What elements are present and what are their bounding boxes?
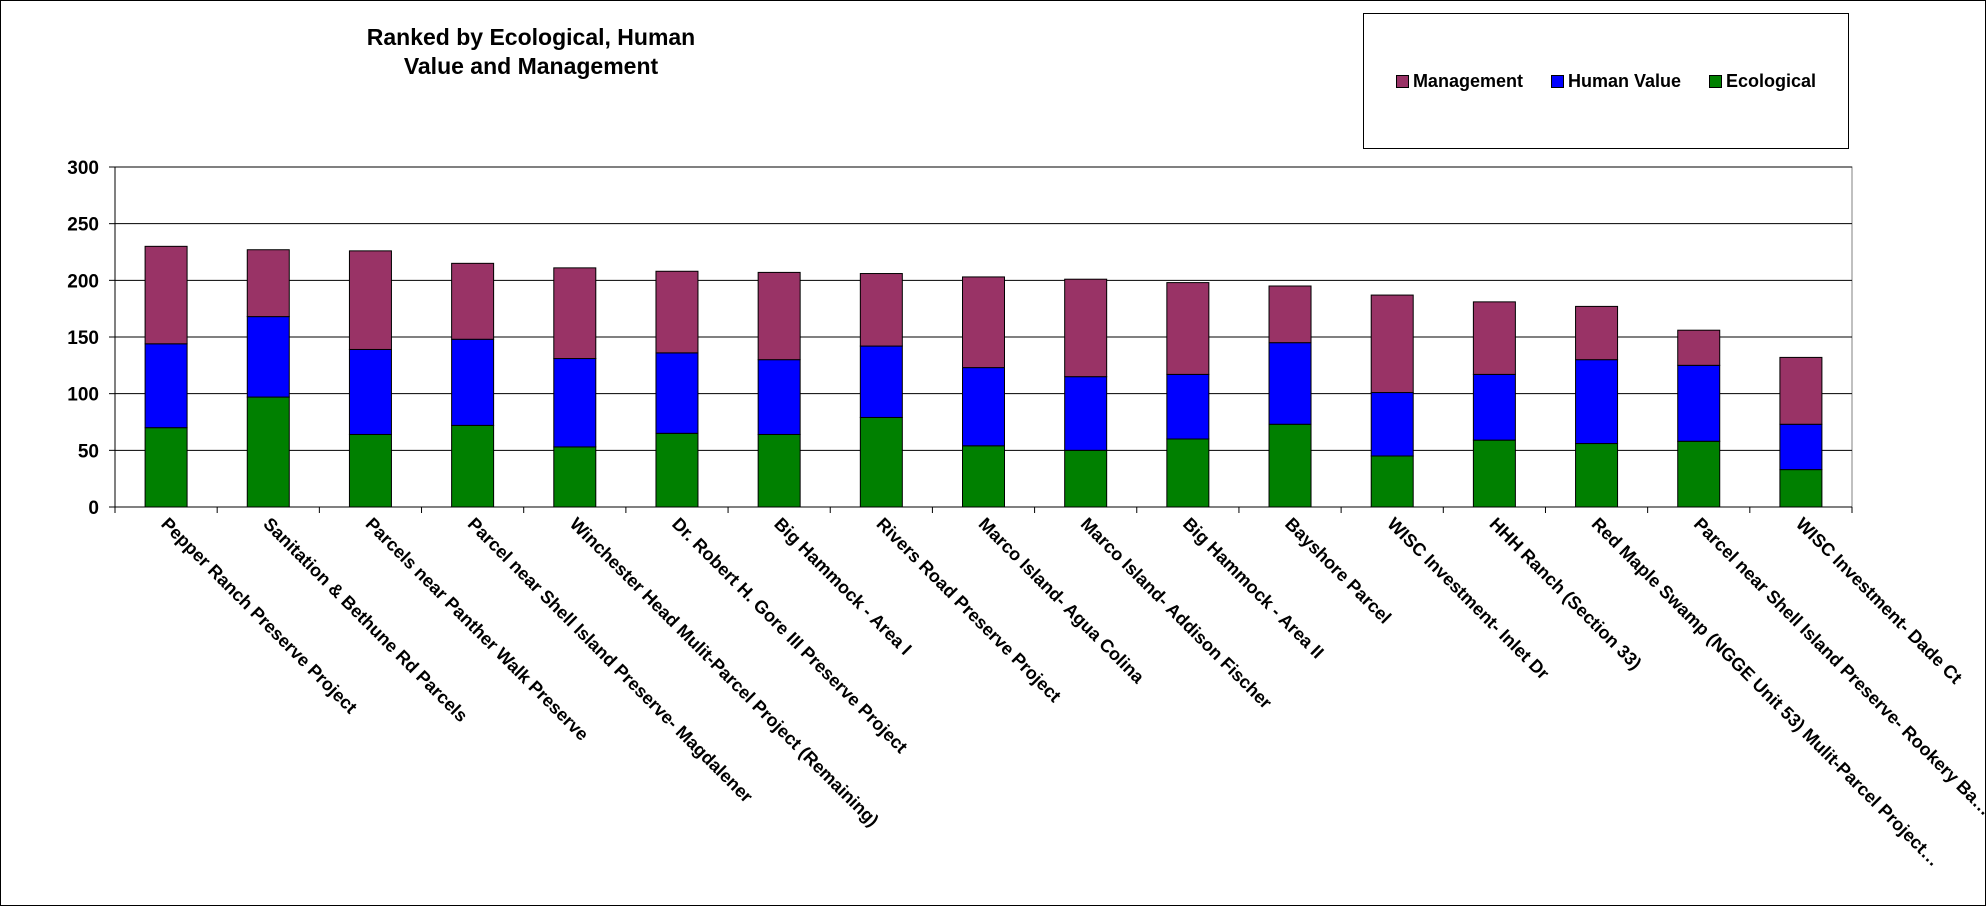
bar-human-value [757,359,801,435]
bar-human-value [1064,376,1108,451]
bar-ecological [1166,438,1210,508]
bar-management [1779,356,1823,425]
chart-title-line-2: Value and Management [403,53,659,79]
bar-human-value [1575,359,1619,445]
x-tick-label: Sanitation & Bethune Rd Parcels [259,514,471,726]
x-tick-label: Bayshore Parcel [1281,514,1395,628]
x-tick-label: WISC Investment- Inlet Dr [1383,514,1553,684]
bar-human-value [144,343,188,429]
bar-ecological [246,396,290,508]
bar-human-value [1472,373,1516,441]
bar-ecological [1064,449,1108,508]
bar-human-value [1268,342,1312,425]
x-tick-label: Red Maple Swamp (NGGE Unit 53) Mulit-Par… [1588,514,1944,870]
y-tick-label: 200 [67,271,99,292]
bar-human-value [1677,364,1721,442]
bar-human-value [553,358,597,448]
bar-management [962,276,1005,369]
x-tick-label: Parcels near Panther Walk Preserve [362,514,593,745]
bar-management [348,250,392,350]
bar-management [1677,329,1721,366]
bar-human-value [348,348,392,435]
y-tick-label: 150 [67,328,99,349]
bar-human-value [1779,423,1823,471]
bar-human-value [655,352,699,434]
bar-management [1472,301,1516,375]
x-tick-label: Rivers Road Preserve Project [872,514,1064,706]
bar-ecological [1677,440,1721,508]
bar-management [246,249,290,318]
y-tick-label: 50 [78,441,99,462]
chart-title-line-1: Ranked by Ecological, Human [366,24,696,50]
bar-management [655,270,699,354]
bar-management [451,262,495,340]
bar-management [1268,285,1312,344]
bar-ecological [553,446,597,508]
x-tick-label: Marco Island- Agua Colina [975,514,1149,688]
x-tick-label: Marco Island- Addison Fischer [1077,514,1276,713]
bar-ecological [859,416,903,508]
bar-human-value [246,316,290,398]
bar-ecological [451,424,495,508]
bar-ecological [1779,469,1823,508]
bar-management [1575,305,1619,361]
x-tick-label: Pepper Ranch Preserve Project [157,514,361,718]
legend-item-ecological: Ecological [1709,71,1816,92]
y-tick-label: 300 [67,158,99,179]
legend-item-management: Management [1395,70,1523,92]
bar-ecological [1575,443,1619,508]
y-tick-label: 0 [88,498,99,519]
bar-human-value [1166,373,1210,440]
bar-management [553,267,597,360]
bar-ecological [757,433,801,508]
bar-human-value [451,338,495,426]
legend-swatch-management [1395,74,1409,88]
x-tick-label: WISC Investment- Dade Ct [1792,514,1966,688]
bar-management [859,273,903,347]
legend-swatch-human-value [1550,74,1564,88]
bar-ecological [1370,455,1414,508]
bar-management [144,245,188,345]
bar-ecological [962,445,1005,508]
y-tick-label: 100 [67,385,99,406]
bar-management [757,271,801,361]
x-tick-label: Dr. Robert H. Gore III Preserve Project [668,514,911,757]
bar-human-value [962,367,1005,447]
bar-ecological [348,433,392,508]
bar-ecological [655,432,699,508]
legend: Management Human Value Ecological [1363,13,1849,149]
bar-ecological [1268,423,1312,508]
legend-label-human-value: Human Value [1567,70,1682,91]
legend-swatch-ecological [1709,74,1723,88]
legend-label-ecological: Ecological [1726,70,1817,91]
bar-management [1166,282,1210,375]
bar-ecological [1472,439,1516,508]
y-tick-label: 250 [67,215,99,236]
bar-ecological [144,427,188,508]
bar-human-value [859,345,903,418]
bar-management [1370,294,1414,394]
chart-title: Ranked by Ecological, Human Value and Ma… [301,23,761,81]
legend-label-management: Management [1412,70,1523,91]
legend-item-human-value: Human Value [1550,70,1682,92]
bar-management [1064,278,1108,378]
bar-human-value [1370,392,1414,457]
